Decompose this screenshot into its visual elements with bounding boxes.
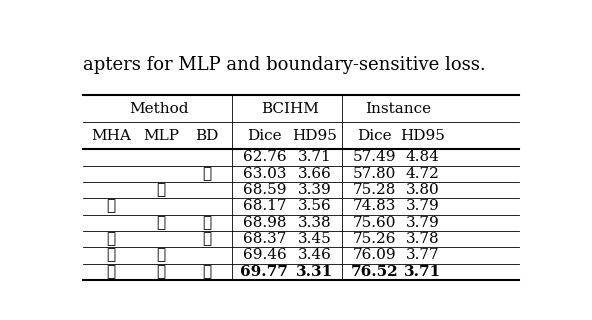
Text: HD95: HD95 bbox=[292, 129, 337, 143]
Text: 76.52: 76.52 bbox=[350, 265, 398, 279]
Text: 3.77: 3.77 bbox=[406, 248, 439, 262]
Text: 62.76: 62.76 bbox=[243, 150, 286, 164]
Text: Instance: Instance bbox=[365, 102, 432, 116]
Text: ✓: ✓ bbox=[157, 216, 166, 230]
Text: 3.39: 3.39 bbox=[298, 183, 332, 197]
Text: 3.31: 3.31 bbox=[296, 265, 333, 279]
Text: 3.66: 3.66 bbox=[298, 167, 332, 181]
Text: Dice: Dice bbox=[357, 129, 392, 143]
Text: apters for MLP and boundary-sensitive loss.: apters for MLP and boundary-sensitive lo… bbox=[83, 56, 486, 74]
Text: 3.80: 3.80 bbox=[406, 183, 440, 197]
Text: ✓: ✓ bbox=[202, 167, 211, 181]
Text: 57.80: 57.80 bbox=[353, 167, 396, 181]
Text: 3.38: 3.38 bbox=[298, 216, 332, 230]
Text: ✓: ✓ bbox=[157, 183, 166, 197]
Text: 3.56: 3.56 bbox=[298, 199, 332, 213]
Text: ✓: ✓ bbox=[202, 232, 211, 246]
Text: 68.17: 68.17 bbox=[243, 199, 286, 213]
Text: ✓: ✓ bbox=[157, 265, 166, 279]
Text: 3.78: 3.78 bbox=[406, 232, 439, 246]
Text: ✓: ✓ bbox=[106, 248, 115, 262]
Text: ✓: ✓ bbox=[106, 199, 115, 213]
Text: 68.98: 68.98 bbox=[243, 216, 286, 230]
Text: MLP: MLP bbox=[143, 129, 179, 143]
Text: ✓: ✓ bbox=[106, 265, 115, 279]
Text: 68.59: 68.59 bbox=[243, 183, 286, 197]
Text: Dice: Dice bbox=[247, 129, 282, 143]
Text: 75.60: 75.60 bbox=[353, 216, 396, 230]
Text: BD: BD bbox=[195, 129, 218, 143]
Text: 3.71: 3.71 bbox=[404, 265, 441, 279]
Text: ✓: ✓ bbox=[202, 216, 211, 230]
Text: 69.46: 69.46 bbox=[243, 248, 287, 262]
Text: 3.45: 3.45 bbox=[298, 232, 332, 246]
Text: 68.37: 68.37 bbox=[243, 232, 286, 246]
Text: 63.03: 63.03 bbox=[243, 167, 286, 181]
Text: 3.79: 3.79 bbox=[406, 199, 440, 213]
Text: 3.79: 3.79 bbox=[406, 216, 440, 230]
Text: 74.83: 74.83 bbox=[353, 199, 396, 213]
Text: 3.46: 3.46 bbox=[298, 248, 332, 262]
Text: ✓: ✓ bbox=[202, 265, 211, 279]
Text: 4.72: 4.72 bbox=[406, 167, 440, 181]
Text: BCIHM: BCIHM bbox=[260, 102, 318, 116]
Text: 57.49: 57.49 bbox=[353, 150, 396, 164]
Text: 76.09: 76.09 bbox=[353, 248, 396, 262]
Text: 75.26: 75.26 bbox=[353, 232, 396, 246]
Text: MHA: MHA bbox=[91, 129, 131, 143]
Text: 3.71: 3.71 bbox=[298, 150, 332, 164]
Text: ✓: ✓ bbox=[106, 232, 115, 246]
Text: HD95: HD95 bbox=[400, 129, 445, 143]
Text: 69.77: 69.77 bbox=[240, 265, 288, 279]
Text: Method: Method bbox=[129, 102, 189, 116]
Text: 4.84: 4.84 bbox=[406, 150, 440, 164]
Text: 75.28: 75.28 bbox=[353, 183, 396, 197]
Text: ✓: ✓ bbox=[157, 248, 166, 262]
